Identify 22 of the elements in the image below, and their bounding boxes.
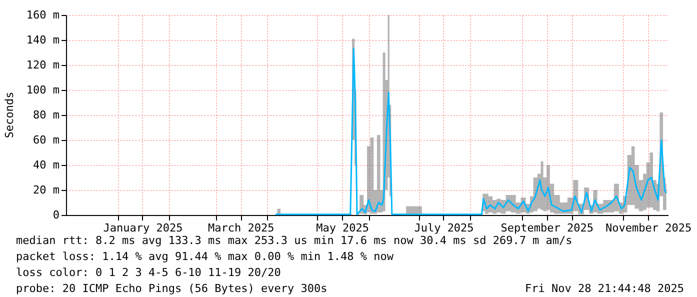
text: loss color: 0 1 2 3 4-5 6-10 11-19 20/20	[16, 266, 281, 279]
x-tick-label: November 2025	[605, 222, 692, 234]
y-tick-label: 0	[52, 208, 60, 222]
y-tick-label: 140 m	[26, 34, 60, 46]
x-tick-label: May 2025	[316, 222, 370, 234]
x-tick-label: March 2025	[208, 222, 274, 234]
text: Fri Nov 28 21:44:48 2025	[525, 282, 684, 295]
text: packet loss: 1.14 % avg 91.44 % max 0.00 % min 1.48 % now	[16, 250, 394, 263]
y-tick-label: 100 m	[26, 84, 60, 96]
x-tick-label: September 2025	[500, 222, 594, 234]
x-tick-label: July 2025	[414, 222, 474, 234]
y-tick-label: 160 m	[26, 8, 60, 22]
y-tick-label: 40 m	[33, 158, 60, 172]
y-tick-label: 20 m	[33, 184, 60, 196]
y-tick-label: 80 m	[33, 108, 60, 122]
line-series	[274, 48, 668, 216]
y-axis-title: Seconds	[3, 92, 16, 138]
y-tick-label: 120 m	[26, 58, 60, 72]
y-tick-label: 60 m	[33, 134, 60, 146]
text: probe: 20 ICMP Echo Pings (56 Bytes) every 300s	[16, 282, 328, 295]
text: median rtt: 8.2 ms avg 133.3 ms max 253.3 us min 17.6 ms now 30.4 ms sd 269.7 m am/s	[16, 234, 572, 247]
x-tick-label: January 2025	[103, 222, 183, 234]
